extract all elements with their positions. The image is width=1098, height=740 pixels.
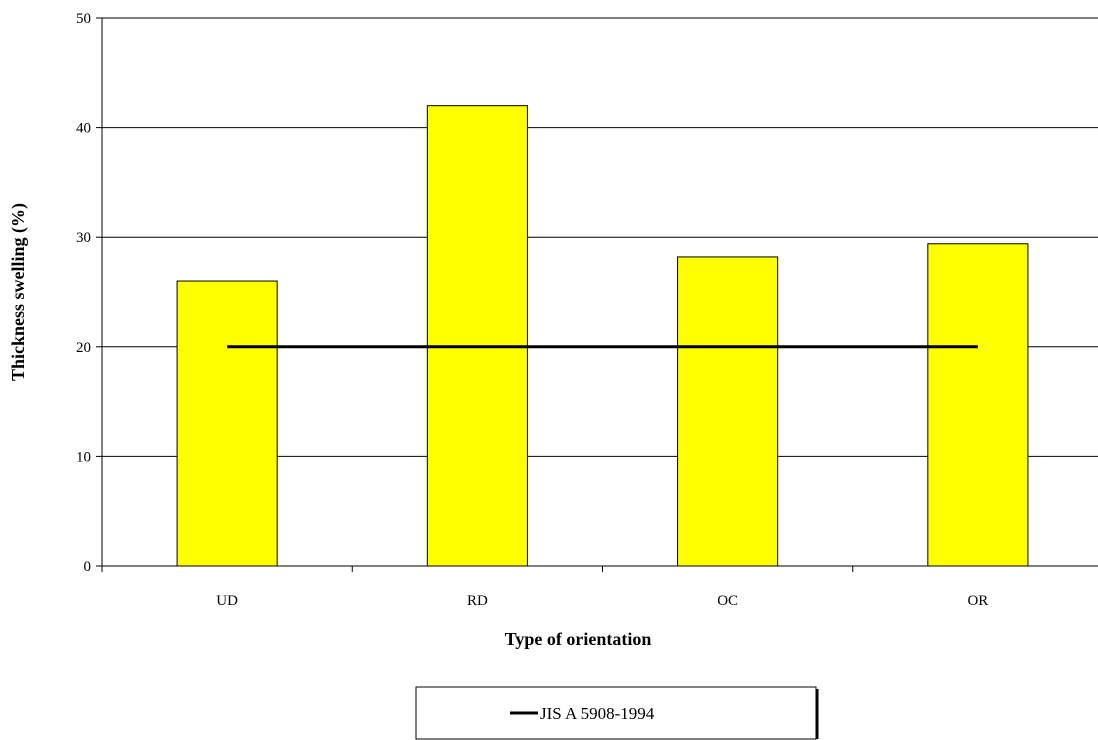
legend-label: JIS A 5908-1994 [540, 704, 655, 723]
bars [176, 105, 1029, 567]
legend-box [415, 686, 817, 740]
y-axis-title: Thickness swelling (%) [8, 203, 29, 381]
bar-oc [677, 256, 779, 567]
legend: JIS A 5908-1994 [415, 686, 819, 740]
x-tick-label-rd: RD [467, 593, 488, 609]
bar-rd [426, 105, 528, 567]
bar-ud [176, 280, 278, 567]
x-tick-label-ud: UD [216, 593, 238, 609]
y-tick-label: 40 [76, 121, 91, 137]
bar-or [927, 243, 1029, 567]
y-tick-label: 10 [76, 449, 91, 465]
y-tick-label: 20 [76, 340, 91, 356]
x-tick-label-or: OR [967, 593, 988, 609]
x-tick-label-oc: OC [717, 593, 738, 609]
x-axis-title: Type of orientation [505, 629, 652, 649]
y-tick-label: 0 [84, 559, 92, 575]
axes: 0 10 20 30 40 50 UD RD OC OR [76, 11, 1098, 609]
y-tick-label: 30 [76, 230, 91, 246]
y-tick-label: 50 [76, 11, 91, 27]
